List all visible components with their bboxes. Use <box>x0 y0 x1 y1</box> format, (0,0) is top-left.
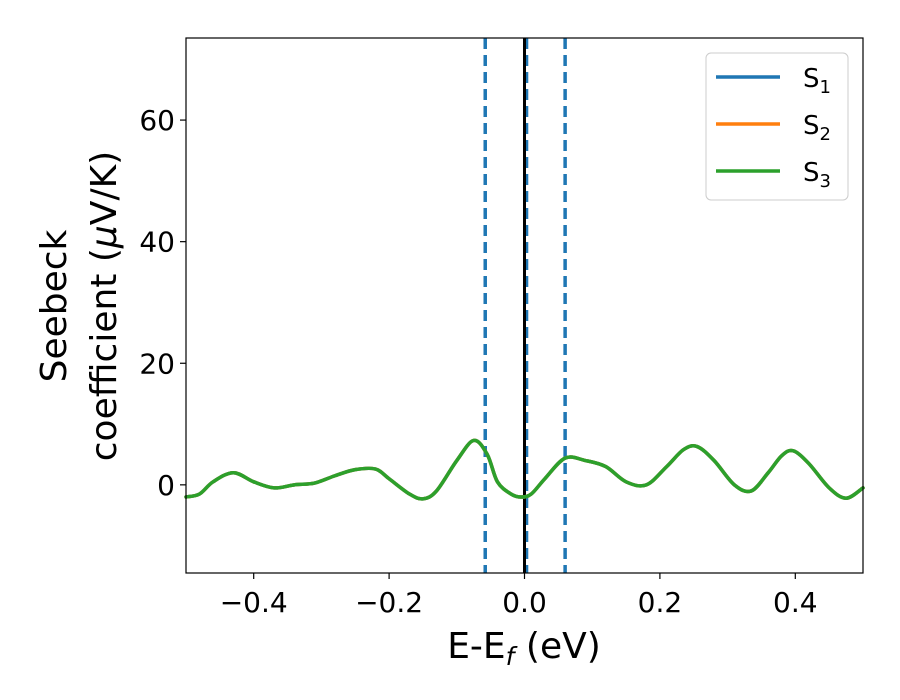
y-tick-label: 20 <box>139 347 175 380</box>
y-axis-label-mu: μ <box>84 225 125 249</box>
y-tick-label: 60 <box>139 104 175 137</box>
y-tick-label: 40 <box>139 226 175 259</box>
x-tick-label: −0.4 <box>220 586 288 619</box>
legend-label-s1: S1 <box>803 64 831 98</box>
y-axis-label-line2: coefficient (μV/K) <box>84 151 125 461</box>
x-tick-label: 0.2 <box>638 586 683 619</box>
y-tick-label: 0 <box>157 469 175 502</box>
series-lines <box>184 438 865 501</box>
legend-label-s3: S3 <box>803 158 831 192</box>
vertical-lines <box>483 38 567 573</box>
legend-box <box>705 52 849 201</box>
x-tick-label: −0.2 <box>355 586 423 619</box>
x-tick-label: 0.0 <box>502 586 547 619</box>
x-tick-label: 0.4 <box>773 586 818 619</box>
y-axis-ticks: 0 20 40 60 <box>139 104 186 502</box>
legend-items: S1 S2 S3 <box>716 64 831 192</box>
x-axis-label: E-Ef (eV) <box>447 626 601 671</box>
legend-label-s2: S2 <box>803 111 831 145</box>
x-axis-ticks: −0.4 −0.2 0.0 0.2 0.4 <box>220 573 818 619</box>
legend: S1 S2 S3 <box>705 52 849 201</box>
series-line-s3 <box>184 438 865 501</box>
y-axis-label-line1: Seebeck <box>34 229 75 382</box>
